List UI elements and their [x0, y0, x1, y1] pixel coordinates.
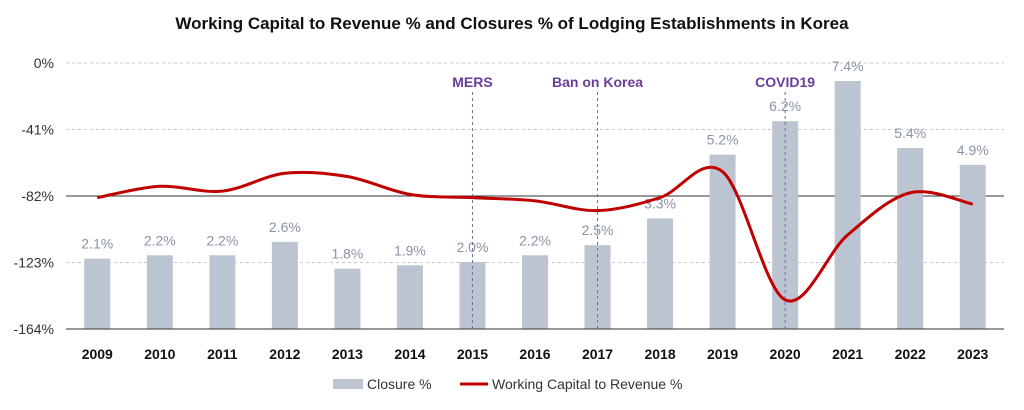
- x-tick-label: 2014: [394, 346, 425, 362]
- x-tick-label: 2011: [207, 346, 238, 362]
- chart-title: Working Capital to Revenue % and Closure…: [175, 14, 849, 33]
- legend-swatch-closure: [333, 379, 363, 389]
- bar-closure: [146, 255, 173, 329]
- data-label: 2.2%: [519, 232, 551, 248]
- data-label: 2.6%: [269, 219, 301, 235]
- x-tick-label: 2020: [770, 346, 801, 362]
- x-tick-label: 2021: [832, 346, 863, 362]
- y-tick-label: -41%: [21, 122, 54, 138]
- annotation-label: COVID19: [755, 74, 815, 90]
- annotation-label: MERS: [452, 74, 492, 90]
- data-label: 5.2%: [707, 132, 739, 148]
- x-tick-label: 2017: [582, 346, 613, 362]
- x-tick-label: 2016: [519, 346, 550, 362]
- y-tick-label: -123%: [14, 255, 54, 271]
- bar-closure: [709, 154, 736, 329]
- bar-closure: [271, 241, 298, 329]
- x-tick-label: 2015: [457, 346, 488, 362]
- bar-closure: [897, 148, 924, 329]
- y-tick-label: -164%: [14, 321, 54, 337]
- data-label: 2.1%: [81, 236, 113, 252]
- legend-label-working-capital: Working Capital to Revenue %: [492, 376, 682, 392]
- bar-closure: [84, 258, 111, 329]
- data-label: 7.4%: [832, 58, 864, 74]
- x-tick-label: 2013: [332, 346, 363, 362]
- data-label: 2.2%: [206, 232, 238, 248]
- x-tick-label: 2022: [895, 346, 926, 362]
- legend-label-closure: Closure %: [367, 376, 432, 392]
- x-tick-label: 2009: [82, 346, 113, 362]
- data-label: 4.9%: [957, 142, 989, 158]
- y-tick-label: 0%: [34, 55, 54, 71]
- line-working-capital: [96, 165, 974, 303]
- x-tick-label: 2023: [957, 346, 988, 362]
- x-tick-label: 2012: [269, 346, 300, 362]
- data-label: 1.9%: [394, 242, 426, 258]
- bar-closure: [522, 255, 548, 329]
- data-label: 5.4%: [894, 125, 926, 141]
- x-tick-label: 2019: [707, 346, 738, 362]
- bar-closure: [396, 265, 423, 329]
- x-tick-label: 2010: [144, 346, 175, 362]
- bar-closure: [959, 164, 986, 329]
- y-tick-label: -82%: [21, 188, 54, 204]
- data-label: 1.8%: [331, 246, 363, 262]
- annotation-label: Ban on Korea: [552, 74, 643, 90]
- bar-closure: [647, 218, 674, 329]
- bar-closure: [209, 255, 236, 329]
- data-label: 2.2%: [144, 232, 176, 248]
- x-tick-label: 2018: [644, 346, 675, 362]
- bar-closure: [334, 268, 361, 329]
- data-label: 2.0%: [457, 239, 489, 255]
- bar-closure: [834, 81, 861, 329]
